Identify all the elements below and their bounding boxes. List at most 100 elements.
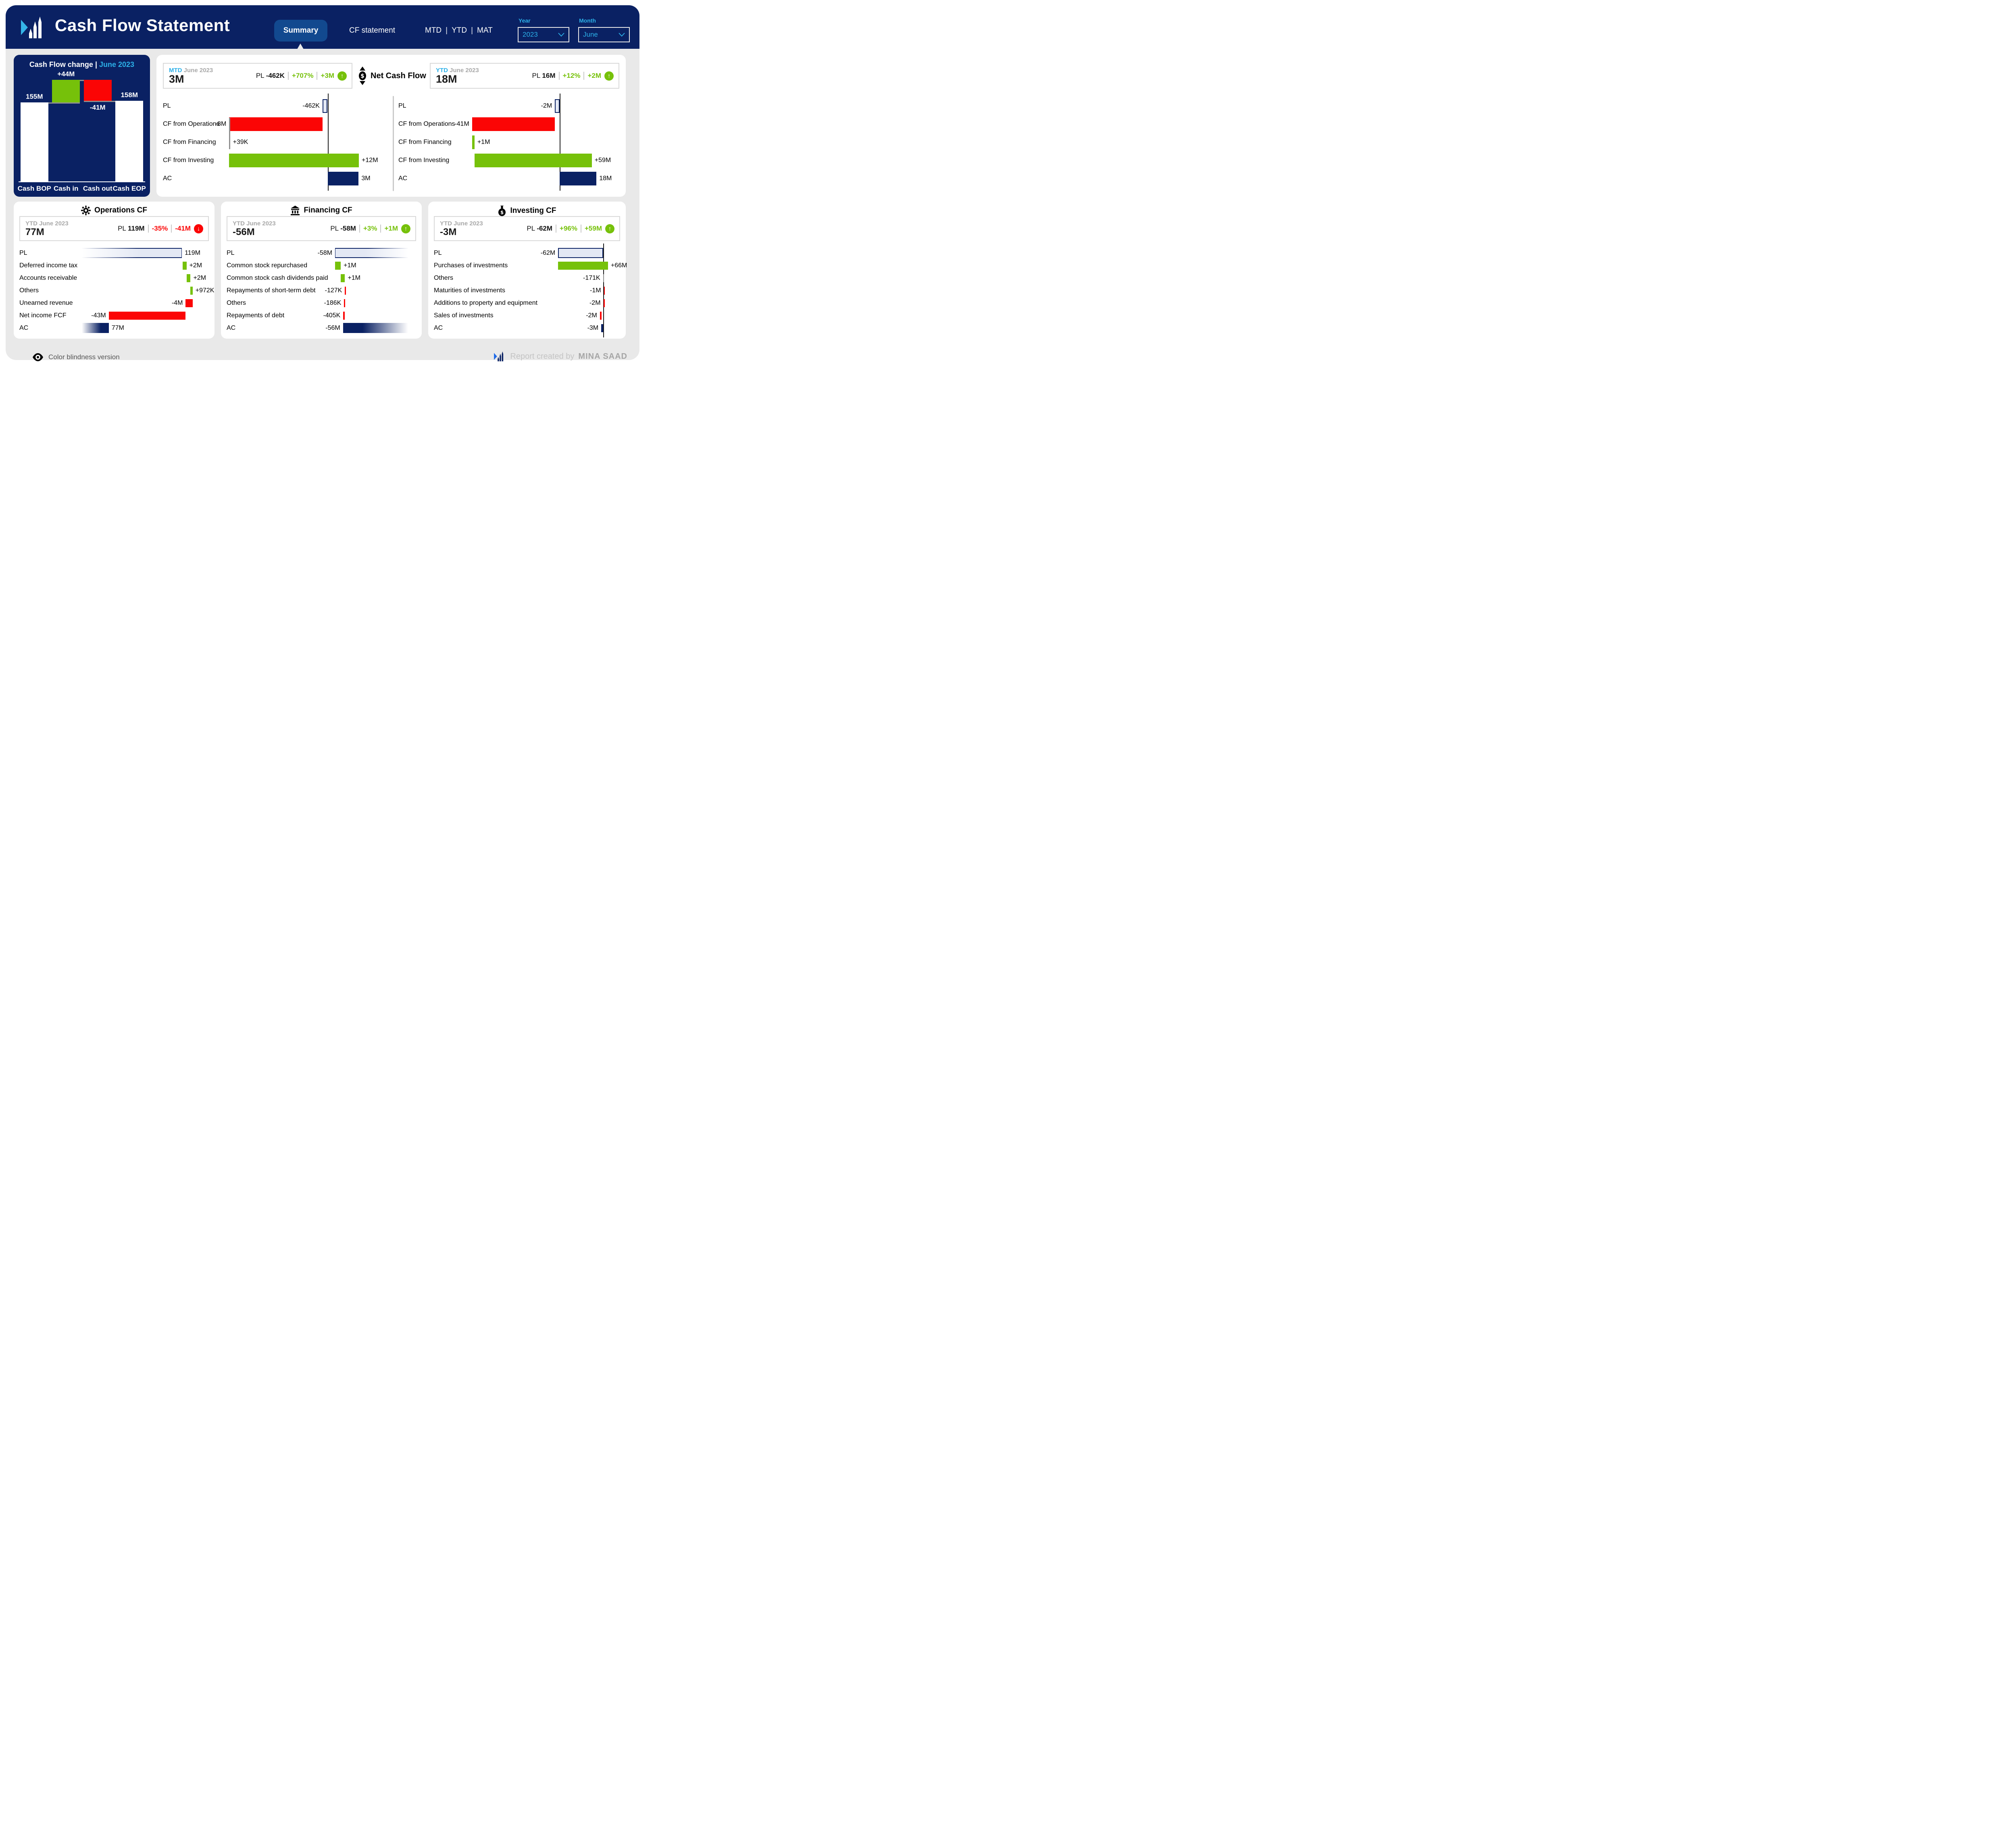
page-title: Cash Flow Statement	[55, 16, 230, 35]
bar-segment[interactable]	[82, 323, 109, 333]
bar-value-label: 18M	[599, 175, 612, 182]
chevron-down-icon	[619, 33, 625, 37]
waterfall-connector	[20, 102, 80, 104]
bank-icon	[291, 206, 300, 215]
trend-up-icon: ↑	[605, 224, 614, 233]
operations-chart: PL 119M Deferred income tax +2M Accounts rec…	[14, 202, 215, 339]
mtd-period: June 2023	[183, 67, 213, 74]
bar-segment[interactable]	[558, 248, 603, 258]
bar-segment[interactable]	[186, 274, 191, 282]
row-label: Others	[19, 287, 39, 294]
bar-segment[interactable]	[182, 261, 187, 270]
bar-value-label: +2M	[193, 275, 206, 281]
bar-value-label: -4M	[171, 300, 183, 306]
row-label: Net income FCF	[19, 312, 67, 319]
ytd-breakdown-chart: PL -2M CF from Operations -41M CF from Finan…	[156, 55, 626, 197]
bar-value-label: -3M	[587, 325, 599, 331]
period-separator: |	[471, 26, 473, 35]
waterfall-bar[interactable]	[20, 102, 48, 181]
bar-value-label: 77M	[111, 325, 124, 331]
period-mtd[interactable]: MTD	[425, 26, 442, 35]
bar-segment[interactable]	[560, 171, 597, 185]
operations-cf-card: Operations CF YTD June 2023 77M PL 119M …	[14, 202, 215, 339]
bar-segment[interactable]	[474, 153, 592, 167]
money-bag-icon: $	[498, 206, 506, 216]
waterfall-bar[interactable]	[83, 79, 112, 101]
row-label: Repayments of short-term debt	[227, 287, 316, 294]
mtd-value: 3M	[169, 73, 184, 85]
bar-segment[interactable]	[322, 99, 328, 113]
waterfall-bar[interactable]	[115, 100, 144, 181]
bar-value-label: +59M	[594, 157, 611, 164]
zero-axis-line	[603, 244, 604, 337]
row-label: CF from Financing	[398, 139, 452, 146]
waterfall-category-label: Cash BOP	[17, 185, 51, 192]
bar-segment[interactable]	[472, 117, 555, 131]
svg-text:$: $	[500, 210, 504, 215]
credit-logo-icon	[494, 351, 504, 362]
bar-segment[interactable]	[344, 299, 345, 307]
bar-segment[interactable]	[108, 311, 186, 320]
bar-value-label: +12M	[362, 157, 378, 164]
bar-segment[interactable]	[190, 286, 193, 295]
bar-value-label: +1M	[344, 262, 356, 269]
waterfall-value-label: 158M	[121, 91, 138, 99]
bar-value-label: -462K	[302, 102, 320, 109]
bar-segment[interactable]	[343, 323, 408, 333]
bar-segment[interactable]	[82, 248, 182, 258]
trend-down-icon: ↓	[194, 224, 203, 233]
bar-segment[interactable]	[229, 153, 359, 167]
bar-value-label: +2M	[189, 262, 202, 269]
month-dropdown[interactable]: June	[578, 27, 630, 42]
bar-value-label: -1M	[590, 287, 601, 294]
bar-segment[interactable]	[604, 286, 605, 295]
bar-segment[interactable]	[601, 324, 603, 332]
row-label: PL	[163, 102, 171, 109]
bar-segment[interactable]	[555, 99, 560, 113]
bar-segment[interactable]	[558, 261, 608, 270]
operations-kpi: YTD June 2023 77M PL 119M -35% -41M ↓	[19, 216, 209, 241]
bar-segment[interactable]	[345, 286, 346, 295]
bar-segment[interactable]	[600, 311, 602, 320]
bar-value-label: -2M	[541, 102, 552, 109]
tab-cf-statement[interactable]: CF statement	[349, 26, 396, 35]
row-label: CF from Financing	[163, 139, 216, 146]
bar-segment[interactable]	[229, 117, 323, 131]
row-label: Purchases of investments	[434, 262, 508, 269]
row-label: AC	[19, 325, 29, 331]
bar-value-label: -2M	[589, 300, 601, 306]
row-label: AC	[163, 175, 172, 182]
bar-segment[interactable]	[603, 274, 604, 282]
bar-segment[interactable]	[335, 261, 341, 270]
year-dropdown[interactable]: 2023	[518, 27, 569, 42]
bar-value-label: 119M	[185, 250, 200, 256]
row-label: Unearned revenue	[19, 300, 73, 306]
ytd-value: 18M	[436, 73, 457, 85]
svg-text:$: $	[360, 73, 364, 79]
waterfall-bar[interactable]	[52, 79, 80, 103]
bar-value-label: +66M	[610, 262, 627, 269]
bar-segment[interactable]	[341, 274, 345, 282]
cash-flow-change-card: Cash Flow change | June 2023 155M Cash BO…	[14, 55, 150, 197]
row-label: AC	[398, 175, 408, 182]
bar-segment[interactable]	[472, 135, 475, 149]
dashboard: Cash Flow Statement Summary CF statement…	[0, 0, 645, 368]
tab-summary[interactable]: Summary	[274, 20, 327, 42]
financing-kpi: YTD June 2023 -56M PL -58M +3% +1M ↑	[227, 216, 416, 241]
bar-segment[interactable]	[343, 311, 345, 320]
bar-value-label: -8M	[215, 121, 227, 127]
bar-segment[interactable]	[335, 248, 408, 258]
color-blindness-toggle[interactable]: Color blindness version	[32, 353, 120, 361]
period-mat[interactable]: MAT	[477, 26, 493, 35]
bar-segment[interactable]	[603, 299, 605, 307]
waterfall-value-label: 155M	[25, 92, 43, 100]
trend-up-icon: ↑	[337, 71, 347, 81]
chart-divider	[393, 96, 394, 191]
period-ytd[interactable]: YTD	[452, 26, 467, 35]
bar-segment[interactable]	[327, 171, 359, 185]
row-label: Accounts receivable	[19, 275, 77, 281]
waterfall-connector	[83, 100, 144, 102]
bar-segment[interactable]	[185, 299, 193, 307]
mtd-kpi: MTD June 2023 3M PL -462K +707% +3M ↑	[163, 63, 352, 89]
bar-segment[interactable]	[229, 117, 230, 149]
